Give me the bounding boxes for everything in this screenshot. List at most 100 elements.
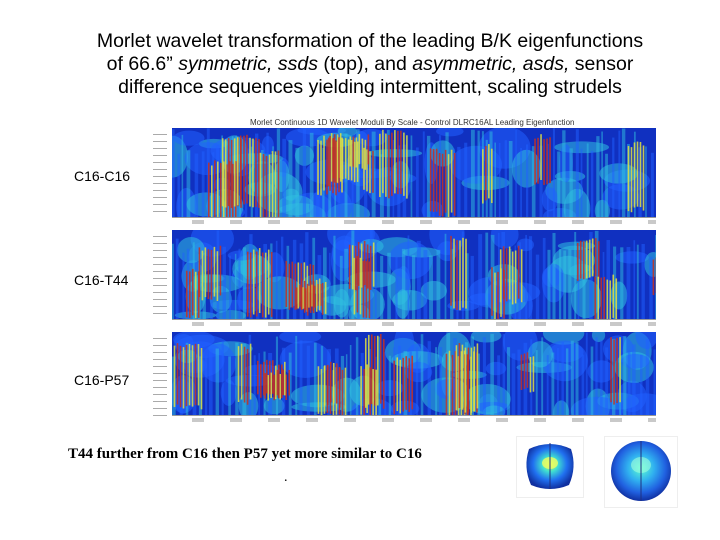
time-tick [496,220,508,224]
time-tick [268,322,280,326]
time-tick [534,220,546,224]
time-axis [172,319,656,330]
brain-map-1-svg [526,443,574,489]
scale-tick [153,211,167,213]
time-tick [496,418,508,422]
time-tick [572,220,584,224]
time-tick [648,322,656,326]
time-tick [648,418,656,422]
scale-tick [153,204,167,206]
time-tick [230,322,242,326]
scale-tick [153,285,167,287]
time-tick [458,220,470,224]
time-tick [420,418,432,422]
scale-tick [153,197,167,199]
scalogram-texture [172,230,656,325]
scalogram-texture [157,128,656,228]
time-tick [496,322,508,326]
scale-tick [153,169,167,171]
brain-map-top-view-image [516,436,584,498]
panel-label-c16-c16: C16-C16 [74,168,131,184]
scalogram-texture [170,332,656,426]
time-tick [230,418,242,422]
scale-tick [153,183,167,185]
scale-tick [153,278,167,280]
time-tick [192,220,204,224]
title-line-1: Morlet wavelet transformation of the lea… [96,30,644,52]
scale-tick [153,134,167,136]
scale-tick [153,394,167,396]
time-tick [382,322,394,326]
time-tick [420,322,432,326]
time-tick [382,418,394,422]
time-tick [572,322,584,326]
time-tick [306,220,318,224]
scale-tick [153,176,167,178]
scale-axis [150,230,173,330]
brain-map-side-view-image [604,436,678,508]
title-line-2-part-e: sensor [569,53,634,75]
scale-tick [153,338,167,340]
wavelet-scalogram-c16-t44 [150,230,656,330]
time-tick [610,418,622,422]
wavelet-scalogram-c16-c16 [150,128,656,228]
panel-label-c16-p57: C16-P57 [74,372,130,388]
panel-label-c16-t44: C16-T44 [74,272,129,288]
time-tick [344,418,356,422]
slide-title: Morlet wavelet transformation of the lea… [40,30,700,99]
scalogram-plot [170,332,656,426]
scale-tick [153,148,167,150]
time-tick [534,322,546,326]
time-tick [192,322,204,326]
scale-tick [153,401,167,403]
title-line-2-part-c: (top), and [317,53,413,75]
scale-tick [153,162,167,164]
time-tick [610,220,622,224]
scale-tick [153,236,167,238]
scale-tick [153,243,167,245]
caption-period: . [284,470,288,485]
scale-axis [150,128,173,228]
scale-tick [153,387,167,389]
time-tick [230,220,242,224]
scale-tick [153,408,167,410]
time-tick [610,322,622,326]
scale-tick [153,141,167,143]
title-line-2-italic-ssds: symmetric, ssds [178,53,318,75]
time-tick [458,418,470,422]
scale-tick [153,190,167,192]
scale-tick [153,345,167,347]
scale-tick [153,264,167,266]
time-tick [648,220,656,224]
scale-tick [153,373,167,375]
scale-tick [153,257,167,259]
wavelet-scalogram-c16-p57 [150,332,656,426]
time-tick [420,220,432,224]
time-axis [172,415,656,426]
time-tick [572,418,584,422]
scale-tick [153,366,167,368]
scale-tick [153,155,167,157]
time-tick [268,220,280,224]
brain-map-2-svg [611,441,671,501]
time-tick [192,418,204,422]
scale-tick [153,271,167,273]
time-tick [344,220,356,224]
title-line-2: of 66.6” symmetric, ssds (top), and asym… [40,53,700,76]
scale-tick [153,250,167,252]
time-tick [534,418,546,422]
time-tick [306,418,318,422]
time-tick [382,220,394,224]
scale-tick [153,415,167,417]
scale-tick [153,359,167,361]
wavelet-panel-title: Morlet Continuous 1D Wavelet Moduli By S… [250,118,575,127]
time-tick [306,322,318,326]
title-line-2-part-a: of 66.6” [106,53,179,75]
scalogram-plot [157,128,656,228]
scale-tick [153,292,167,294]
time-tick [268,418,280,422]
time-tick [344,322,356,326]
time-axis [172,217,656,228]
scale-tick [153,380,167,382]
scale-tick [153,352,167,354]
